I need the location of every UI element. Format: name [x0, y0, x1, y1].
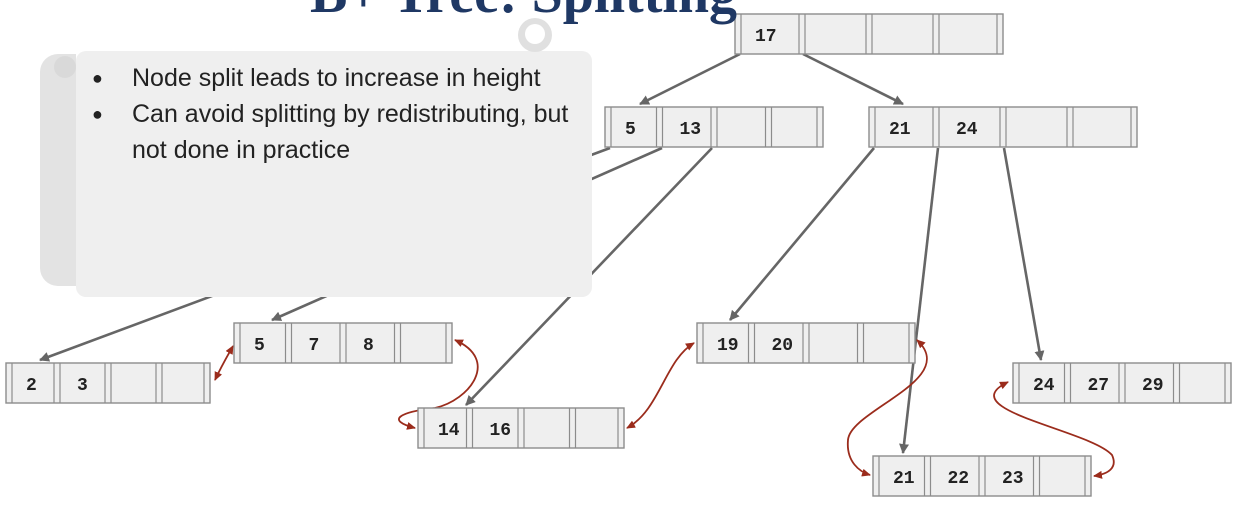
callout-curl-inner: [525, 24, 545, 44]
node-key: 8: [363, 336, 374, 356]
leaf-node: 5 7 8: [233, 322, 453, 364]
root-node: 17: [734, 13, 1004, 55]
node-key: 19: [717, 336, 739, 356]
node-frame: [868, 106, 1138, 148]
callout-scroll-edge: [40, 54, 76, 286]
child-pointer-arrow: [1002, 147, 1045, 361]
node-frame: [604, 106, 824, 148]
sibling-pointer-arrow: [214, 345, 234, 381]
node-frame: [5, 362, 211, 404]
child-pointer-arrow: [729, 147, 875, 321]
node-key: 21: [893, 469, 915, 489]
child-pointer-arrow: [639, 52, 741, 106]
node-key: 7: [309, 336, 320, 356]
node-frame: [233, 322, 453, 364]
node-key: 27: [1088, 376, 1110, 396]
child-pointer-arrow: [899, 147, 940, 454]
child-pointer-arrow: [802, 52, 904, 106]
node-key: 23: [1002, 469, 1024, 489]
node-key: 13: [680, 120, 702, 140]
sibling-pointer-arrow: [993, 381, 1115, 479]
sibling-links: [214, 339, 1115, 479]
leaf-node: 24 27 29: [1012, 362, 1232, 404]
callout-fold-decoration: [54, 56, 76, 78]
callout-bullet-list: Node split leads to increase in height C…: [92, 60, 572, 168]
node-frame: [734, 13, 1004, 55]
node-key: 24: [956, 120, 978, 140]
sibling-pointer-arrow: [626, 342, 695, 429]
node-key: 24: [1033, 376, 1055, 396]
node-key: 29: [1142, 376, 1164, 396]
node-key: 20: [772, 336, 794, 356]
node-key: 5: [625, 120, 636, 140]
leaf-node: 19 20: [696, 322, 916, 364]
node-key: 17: [755, 27, 777, 47]
node-key: 16: [490, 421, 512, 441]
node-key: 3: [77, 376, 88, 396]
node-key: 22: [948, 469, 970, 489]
callout-bullet: Can avoid splitting by redistributing, b…: [92, 96, 572, 168]
node-frame: [417, 407, 625, 449]
internal-node: 5 13: [604, 106, 824, 148]
node-frame: [1012, 362, 1232, 404]
leaf-node: 14 16: [417, 407, 625, 449]
node-key: 14: [438, 421, 460, 441]
node-key: 2: [26, 376, 37, 396]
leaf-node: 21 22 23: [872, 455, 1092, 497]
callout-bullet: Node split leads to increase in height: [92, 60, 572, 96]
internal-node: 21 24: [868, 106, 1138, 148]
node-key: 21: [889, 120, 911, 140]
node-frame: [872, 455, 1092, 497]
callout-box: Node split leads to increase in height C…: [40, 18, 592, 297]
node-frame: [696, 322, 916, 364]
node-key: 5: [254, 336, 265, 356]
sibling-pointer-arrow: [847, 339, 928, 477]
